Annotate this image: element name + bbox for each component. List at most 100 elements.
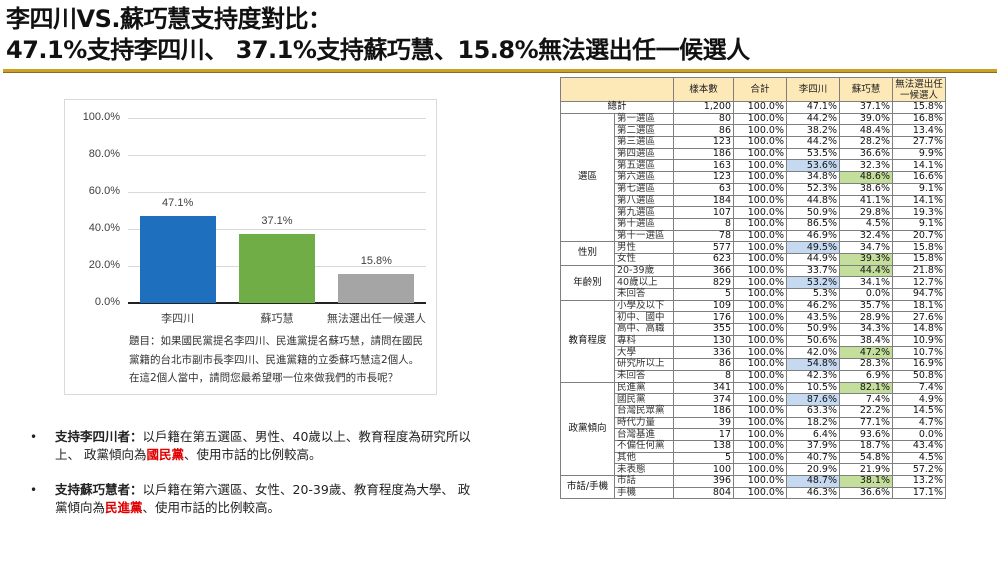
cell-li: 53.6% (786, 159, 840, 173)
row-label: 國民黨 (614, 393, 674, 406)
cell-li: 50.6% (786, 334, 840, 348)
header-total: 合計 (733, 77, 787, 102)
table-row: 第二選區 86 100.0% 38.2% 48.4% 13.4% (561, 124, 946, 138)
table-row: 第四選區 186 100.0% 53.5% 36.6% 9.9% (561, 147, 946, 161)
cell-none: 94.7% (892, 288, 946, 301)
cell-none: 13.4% (892, 124, 946, 138)
row-label: 其他 (614, 451, 674, 465)
cell-su: 38.1% (839, 475, 893, 488)
table-row: 第三選區 123 100.0% 44.2% 28.2% 27.7% (561, 136, 946, 149)
cell-sum: 100.0% (733, 334, 787, 348)
cell-su: 48.4% (839, 124, 893, 138)
cell-sum: 100.0% (733, 171, 787, 184)
cell-li: 49.5% (786, 241, 840, 254)
row-label: 不偏任何黨 (614, 439, 674, 453)
table-row: 第七選區 63 100.0% 52.3% 38.6% 9.1% (561, 182, 946, 196)
cell-n: 17 (673, 428, 734, 441)
table-row: 時代力量 39 100.0% 18.2% 77.1% 4.7% (561, 416, 946, 430)
group-label: 市話/手機 (560, 474, 615, 500)
bar-value-label: 47.1% (162, 196, 194, 209)
y-tick-label: 40.0% (88, 222, 120, 234)
cell-none: 27.7% (892, 136, 946, 149)
header-blank (560, 77, 674, 102)
cell-sum: 100.0% (733, 381, 787, 395)
survey-question: 題目：如果國民黨提名李四川、民進黨提名蘇巧慧，請問在國民黨籍的台北市副市長李四川… (129, 335, 423, 384)
cell-none: 20.7% (892, 229, 946, 243)
table-row: 專科 130 100.0% 50.6% 38.4% 10.9% (561, 334, 946, 348)
row-label: 手機 (614, 486, 674, 500)
group-label: 年齡別 (560, 264, 615, 301)
cell-sum: 100.0% (733, 101, 787, 114)
cell-sum: 100.0% (733, 475, 787, 488)
table-row: 女性 623 100.0% 44.9% 39.3% 15.8% (561, 252, 946, 266)
row-label: 台灣民眾黨 (614, 404, 674, 418)
finding-text-end: 、使用市話的比例較高。 (142, 500, 281, 515)
cell-n: 123 (673, 171, 734, 184)
cell-su: 44.4% (839, 264, 893, 278)
cell-sum: 100.0% (733, 439, 787, 453)
row-label: 40歲以上 (614, 276, 674, 289)
cell-none: 4.5% (892, 451, 946, 465)
cell-su: 35.7% (839, 299, 893, 313)
bullet-icon: • (30, 483, 38, 497)
cell-li: 47.1% (786, 101, 840, 114)
title-line-1: 李四川VS.蘇巧慧支持度對比： (6, 5, 332, 33)
cell-sum: 100.0% (733, 252, 787, 266)
cell-su: 39.0% (839, 112, 893, 126)
table-row: 台灣基進 17 100.0% 6.4% 93.6% 0.0% (561, 428, 946, 441)
cell-n: 341 (673, 381, 734, 395)
cell-none: 7.4% (892, 381, 946, 395)
row-label: 第二選區 (614, 124, 674, 138)
table-row: 教育程度 小學及以下 109 100.0% 46.2% 35.7% 18.1% (560, 299, 946, 383)
cell-su: 47.2% (839, 346, 893, 360)
cell-su: 28.9% (839, 311, 893, 325)
table-row: 國民黨 374 100.0% 87.6% 7.4% 4.9% (561, 393, 946, 406)
cell-n: 138 (673, 439, 734, 453)
table-row: 第十選區 8 100.0% 86.5% 4.5% 9.1% (561, 217, 946, 231)
cell-su: 37.1% (839, 101, 893, 114)
cell-sum: 100.0% (733, 206, 787, 219)
title-divider (3, 69, 997, 72)
row-label: 台灣基進 (614, 428, 674, 441)
cell-sum: 100.0% (733, 241, 787, 254)
group-label: 教育程度 (560, 299, 615, 383)
cell-su: 28.2% (839, 136, 893, 149)
cell-su: 4.5% (839, 217, 893, 231)
cell-sum: 100.0% (733, 136, 787, 149)
cell-none: 57.2% (892, 463, 946, 476)
table-row: 政黨傾向 民進黨 341 100.0% 10.5% 82.1% 7.4% (560, 381, 946, 476)
cell-li: 44.8% (786, 194, 840, 208)
finding-text: 以戶籍在第六選區、女性、20-39歲、教育程度為大學、 政黨傾向為 (55, 482, 471, 515)
row-label: 第六選區 (614, 171, 674, 184)
table-row: 不偏任何黨 138 100.0% 37.9% 18.7% 43.4% (561, 439, 946, 453)
cell-sum: 100.0% (733, 124, 787, 138)
row-label: 女性 (614, 252, 674, 266)
cell-none: 14.8% (892, 323, 946, 336)
cell-none: 10.7% (892, 346, 946, 360)
cell-sum: 100.0% (733, 159, 787, 173)
cell-su: 93.6% (839, 428, 893, 441)
table-row: 研究所以上 86 100.0% 54.8% 28.3% 16.9% (561, 358, 946, 371)
cell-none: 43.4% (892, 439, 946, 453)
cell-none: 10.9% (892, 334, 946, 348)
table-row: 未回答 8 100.0% 42.3% 6.9% 50.8% (561, 369, 946, 383)
cell-li: 44.9% (786, 252, 840, 266)
cell-li: 54.8% (786, 358, 840, 371)
cell-li: 43.5% (786, 311, 840, 325)
row-label: 第十選區 (614, 217, 674, 231)
cell-su: 77.1% (839, 416, 893, 430)
cell-li: 50.9% (786, 206, 840, 219)
cell-none: 0.0% (892, 428, 946, 441)
table-row: 選區 第一選區 80 100.0% 44.2% 39.0% 16.8% (560, 112, 946, 243)
cell-n: 63 (673, 182, 734, 196)
cell-su: 36.6% (839, 147, 893, 161)
y-tick-label: 0.0% (94, 296, 120, 308)
cell-su: 6.9% (839, 369, 893, 383)
cell-li: 53.2% (786, 276, 840, 289)
cell-sum: 100.0% (733, 276, 787, 289)
cell-li: 10.5% (786, 381, 840, 395)
cell-n: 163 (673, 159, 734, 173)
cell-sum: 100.0% (733, 147, 787, 161)
cell-n: 396 (673, 475, 734, 488)
cell-sum: 100.0% (733, 486, 787, 500)
